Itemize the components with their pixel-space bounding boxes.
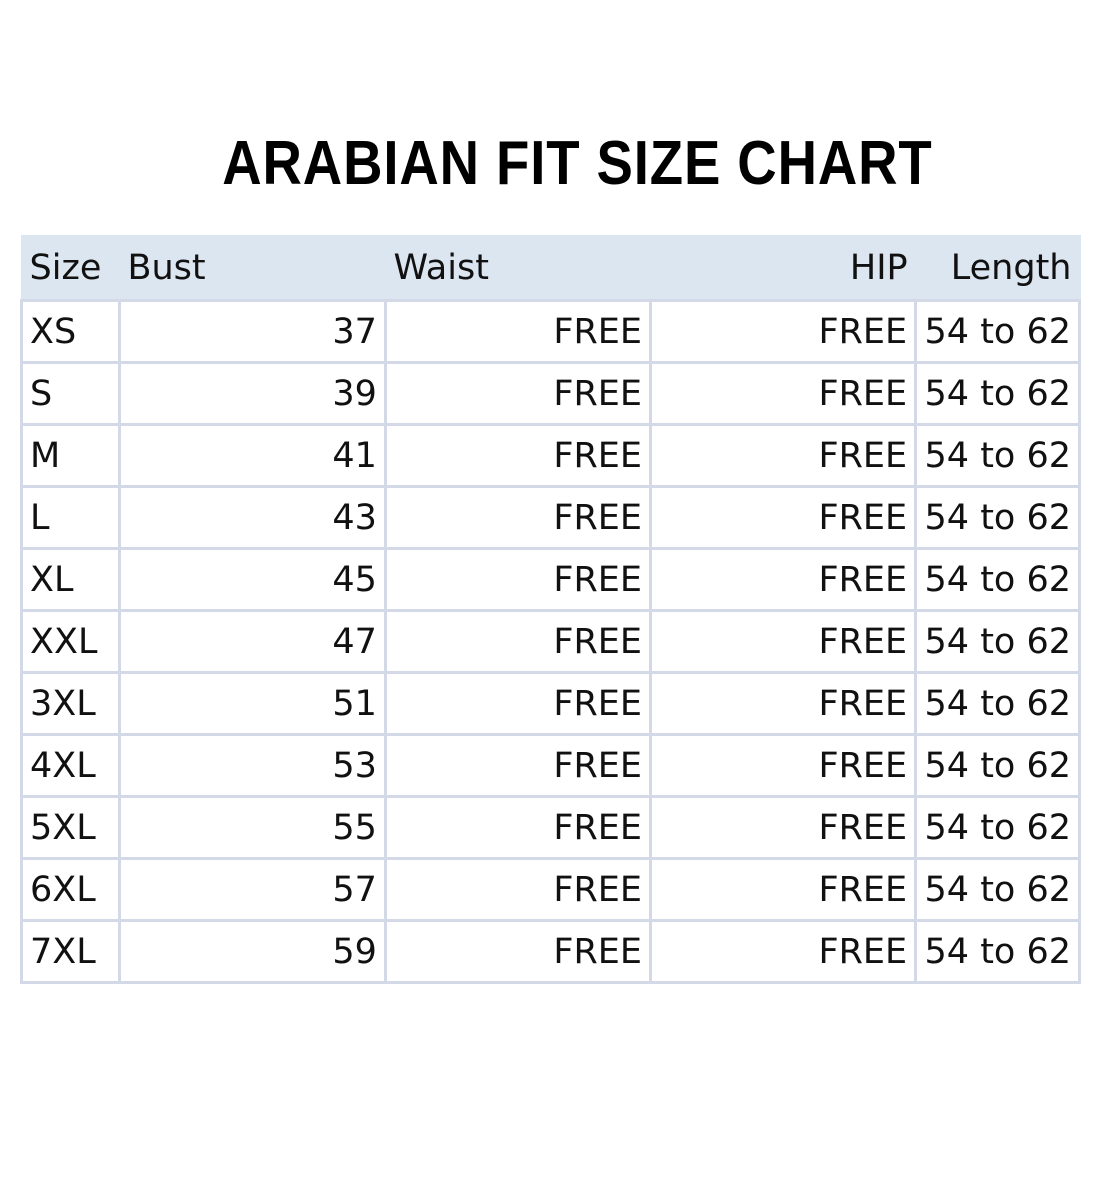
cell-bust: 59 bbox=[117, 919, 387, 984]
cell-bust: 51 bbox=[117, 671, 387, 736]
cell-length: 54 to 62 bbox=[914, 299, 1081, 364]
cell-length: 54 to 62 bbox=[914, 857, 1081, 922]
cell-length: 54 to 62 bbox=[914, 671, 1081, 736]
cell-waist: FREE bbox=[383, 733, 653, 798]
page-title: ARABIAN FIT SIZE CHART bbox=[222, 129, 933, 198]
table-row: XXL 47 FREE FREE 54 to 62 bbox=[20, 609, 1081, 674]
cell-size: M bbox=[20, 423, 121, 488]
cell-bust: 39 bbox=[117, 361, 387, 426]
cell-hip: FREE bbox=[649, 485, 918, 550]
header-row: Size Bust Waist HIP Length bbox=[20, 235, 1081, 302]
cell-bust: 37 bbox=[117, 299, 387, 364]
cell-waist: FREE bbox=[383, 671, 653, 736]
cell-bust: 47 bbox=[117, 609, 387, 674]
column-header-length: Length bbox=[914, 235, 1081, 302]
cell-bust: 53 bbox=[117, 733, 387, 798]
cell-bust: 41 bbox=[117, 423, 387, 488]
cell-hip: FREE bbox=[649, 361, 918, 426]
table-row: S 39 FREE FREE 54 to 62 bbox=[20, 361, 1081, 426]
cell-length: 54 to 62 bbox=[914, 423, 1081, 488]
table-row: 7XL 59 FREE FREE 54 to 62 bbox=[20, 919, 1081, 984]
table-row: XS 37 FREE FREE 54 to 62 bbox=[20, 299, 1081, 364]
column-header-hip: HIP bbox=[649, 235, 917, 302]
cell-hip: FREE bbox=[649, 919, 918, 984]
table-row: L 43 FREE FREE 54 to 62 bbox=[20, 485, 1081, 550]
cell-size: 6XL bbox=[20, 857, 121, 922]
cell-hip: FREE bbox=[649, 299, 918, 364]
cell-length: 54 to 62 bbox=[914, 919, 1081, 984]
cell-bust: 45 bbox=[117, 547, 387, 612]
cell-waist: FREE bbox=[383, 609, 653, 674]
cell-waist: FREE bbox=[383, 919, 653, 984]
cell-size: XL bbox=[20, 547, 121, 612]
cell-size: L bbox=[20, 485, 121, 550]
table-row: 6XL 57 FREE FREE 54 to 62 bbox=[20, 857, 1081, 922]
cell-length: 54 to 62 bbox=[914, 547, 1081, 612]
cell-length: 54 to 62 bbox=[914, 609, 1081, 674]
cell-size: 4XL bbox=[20, 733, 121, 798]
table-row: M 41 FREE FREE 54 to 62 bbox=[20, 423, 1081, 488]
table-row: 4XL 53 FREE FREE 54 to 62 bbox=[20, 733, 1081, 798]
column-header-bust: Bust bbox=[118, 235, 387, 302]
cell-size: 7XL bbox=[20, 919, 121, 984]
cell-hip: FREE bbox=[649, 609, 918, 674]
cell-bust: 43 bbox=[117, 485, 387, 550]
cell-hip: FREE bbox=[649, 423, 918, 488]
table-row: 3XL 51 FREE FREE 54 to 62 bbox=[20, 671, 1081, 736]
cell-waist: FREE bbox=[383, 299, 653, 364]
cell-length: 54 to 62 bbox=[914, 485, 1081, 550]
cell-bust: 57 bbox=[117, 857, 387, 922]
cell-hip: FREE bbox=[649, 547, 918, 612]
size-chart-table: Size Bust Waist HIP Length XS 37 FREE FREE 54 to… bbox=[20, 235, 1081, 984]
column-header-size: Size bbox=[20, 235, 121, 302]
cell-waist: FREE bbox=[383, 547, 653, 612]
cell-hip: FREE bbox=[649, 733, 918, 798]
cell-waist: FREE bbox=[383, 857, 653, 922]
table-row: 5XL 55 FREE FREE 54 to 62 bbox=[20, 795, 1081, 860]
cell-size: 3XL bbox=[20, 671, 121, 736]
column-header-waist: Waist bbox=[384, 235, 652, 302]
cell-size: 5XL bbox=[20, 795, 121, 860]
table-row: XL 45 FREE FREE 54 to 62 bbox=[20, 547, 1081, 612]
cell-hip: FREE bbox=[649, 857, 918, 922]
cell-bust: 55 bbox=[117, 795, 387, 860]
cell-length: 54 to 62 bbox=[914, 733, 1081, 798]
cell-hip: FREE bbox=[649, 795, 918, 860]
cell-hip: FREE bbox=[649, 671, 918, 736]
cell-waist: FREE bbox=[383, 423, 653, 488]
cell-waist: FREE bbox=[383, 485, 653, 550]
cell-size: XS bbox=[20, 299, 121, 364]
cell-waist: FREE bbox=[383, 795, 653, 860]
cell-length: 54 to 62 bbox=[914, 361, 1081, 426]
cell-size: S bbox=[20, 361, 121, 426]
cell-length: 54 to 62 bbox=[914, 795, 1081, 860]
cell-waist: FREE bbox=[383, 361, 653, 426]
cell-size: XXL bbox=[20, 609, 121, 674]
